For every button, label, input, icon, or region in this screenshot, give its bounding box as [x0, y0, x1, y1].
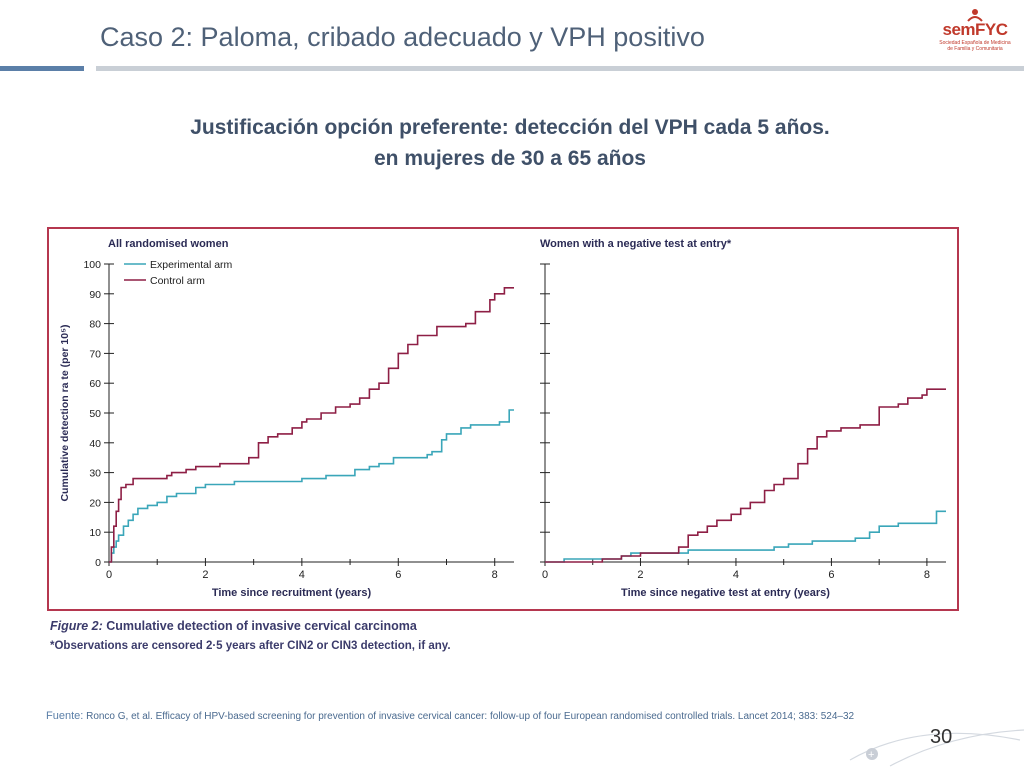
panel-1-y-tick-label: 90 [89, 289, 101, 301]
panel-1-y-tick-label: 100 [83, 259, 101, 271]
slide-subtitle: Justificación opción preferente: detecci… [60, 112, 960, 174]
panel-2-x-tick-label: 2 [637, 569, 643, 581]
figure-caption-title: Figure 2: Cumulative detection of invasi… [50, 619, 418, 633]
panel-1-y-tick-label: 40 [89, 438, 101, 450]
panel-1-x-tick-label: 0 [106, 569, 112, 581]
panel-1-y-tick-label: 60 [89, 378, 101, 390]
panel-2-x-tick-label: 8 [924, 569, 930, 581]
panel-1-series-experimental-line [109, 409, 514, 563]
logo-text: semFYC [942, 20, 1008, 39]
logo-subtext: Sociedad Española de Medicina de Familia… [939, 40, 1011, 52]
panel-1-x-tick-label: 8 [492, 569, 498, 581]
source-citation: Fuente: Ronco G, et al. Efficacy of HPV-… [46, 710, 854, 722]
decorative-arc-icon: + [849, 729, 1024, 767]
panel-1-x-tick-label: 6 [395, 569, 401, 581]
panel-2-x-tick-label: 6 [828, 569, 834, 581]
panel-1-title: All randomised women [108, 238, 229, 250]
panel-1-x-tick-label: 2 [202, 569, 208, 581]
source-label: Fuente: [46, 710, 84, 722]
source-text: Ronco G, et al. Efficacy of HPV-based sc… [83, 711, 855, 722]
figure-svg: All randomised women01020304050607080901… [47, 227, 959, 652]
panel-1-y-tick-label: 70 [89, 348, 101, 360]
title-rule [96, 66, 1024, 71]
title-rule-accent [0, 66, 84, 71]
legend-experimental-label: Experimental arm [150, 259, 233, 271]
figure-caption-note: *Observations are censored 2·5 years aft… [50, 640, 451, 652]
legend-control-label: Control arm [150, 275, 205, 287]
panel-2-series-control-line [545, 388, 946, 563]
semfyc-logo: semFYC Sociedad Española de Medicina de … [936, 8, 1014, 52]
logo-figure-icon [967, 9, 983, 22]
panel-1-series-control-line [109, 287, 514, 563]
panel-1-x-label: Time since recruitment (years) [212, 587, 372, 599]
panel-2-x-label: Time since negative test at entry (years… [621, 587, 830, 599]
subtitle-line-2: en mujeres de 30 a 65 años [374, 147, 646, 170]
panel-2-x-tick-label: 4 [733, 569, 739, 581]
panel-1-y-tick-label: 80 [89, 319, 101, 331]
figure-panel: All randomised women 0 10 20 30 40 50 60 70 80 90 1… [44, 226, 966, 656]
panel-2-x-tick-label: 0 [542, 569, 548, 581]
page-number: 30 [930, 726, 953, 748]
subtitle-line-1: Justificación opción preferente: detecci… [190, 116, 830, 139]
svg-text:+: + [868, 749, 874, 761]
panel-1-y-tick-label: 20 [89, 497, 101, 509]
panel-1-y-tick-label: 50 [89, 408, 101, 420]
figure-frame [47, 227, 959, 611]
panel-1-x-tick-label: 4 [299, 569, 305, 581]
panel-1-y-label: Cumulative detection ra te (per 10⁵) [59, 324, 71, 501]
slide-title: Caso 2: Paloma, cribado adecuado y VPH p… [100, 22, 705, 52]
panel-1-y-tick-label: 0 [95, 557, 101, 569]
panel-1-y-tick-label: 30 [89, 468, 101, 480]
chart-panels: All randomised women01020304050607080901… [59, 238, 946, 599]
panel-2-series-experimental-line [545, 510, 946, 563]
panel-2-title: Women with a negative test at entry* [540, 238, 732, 250]
panel-1-y-tick-label: 10 [89, 527, 101, 539]
